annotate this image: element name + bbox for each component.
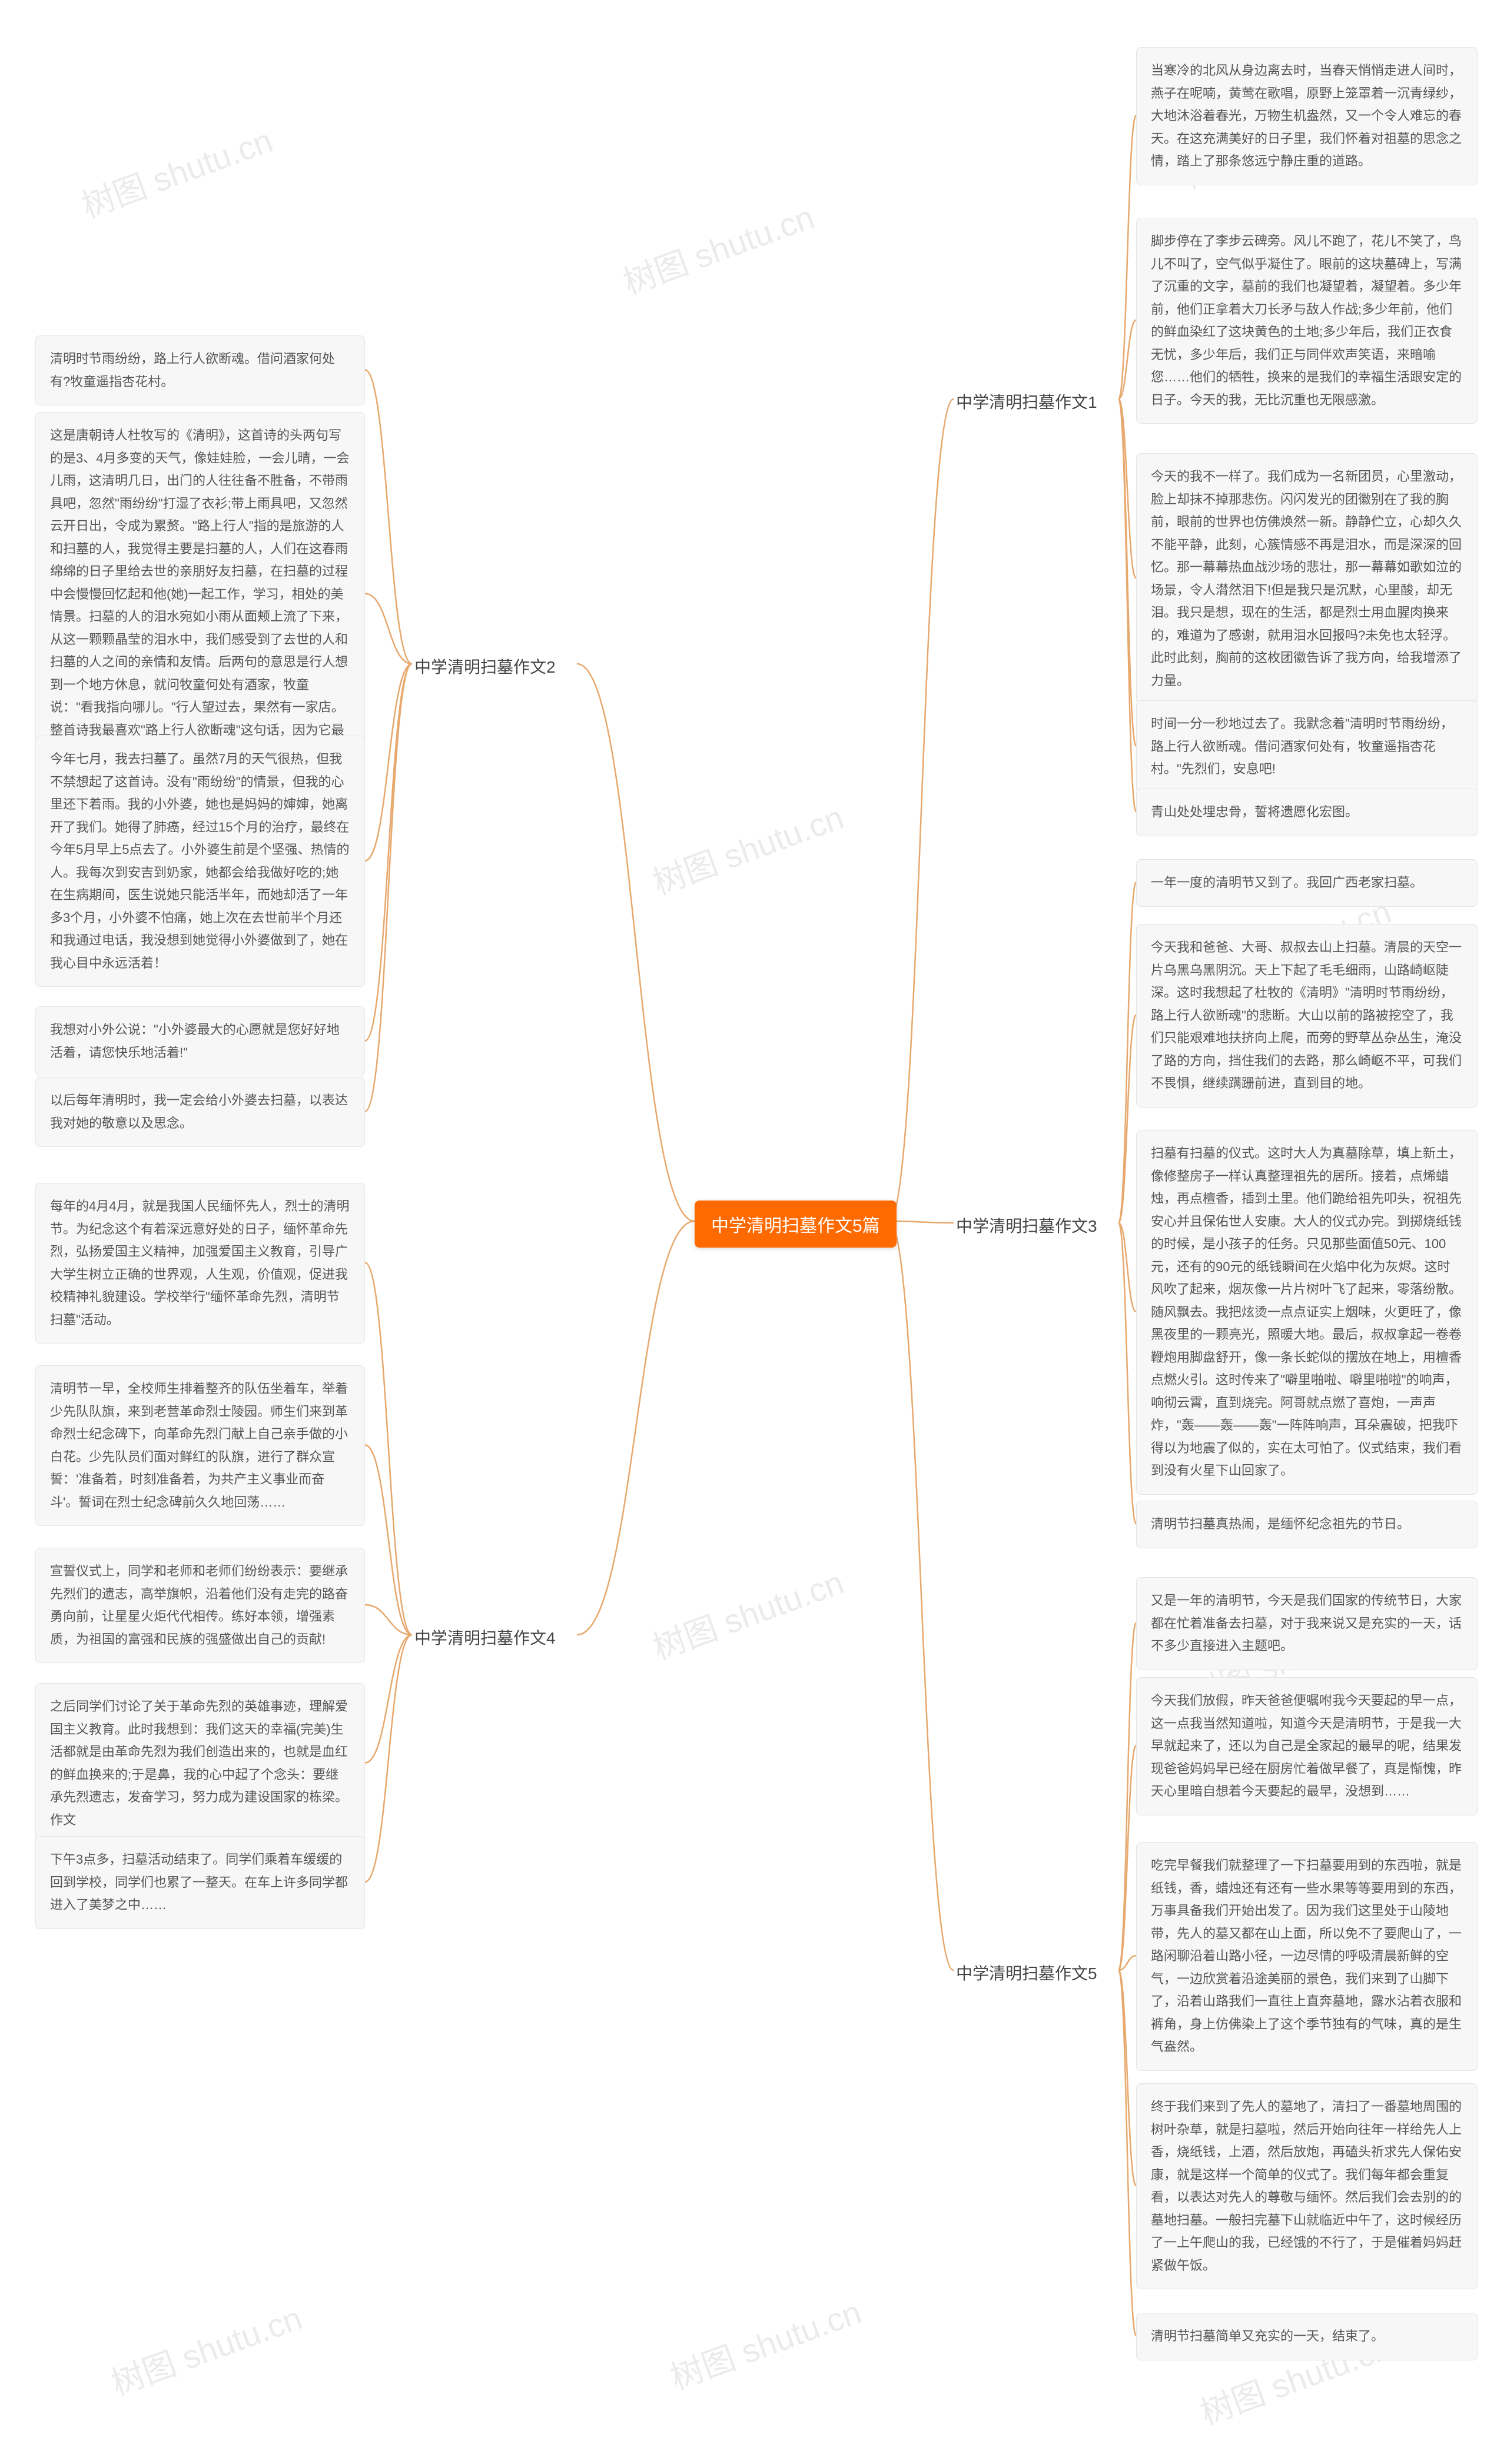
branch-label: 中学清明扫墓作文4 (412, 1624, 558, 1650)
leaf-node: 我想对小外公说："小外婆最大的心愿就是您好好地活着，请您快乐地活着!" (35, 1006, 365, 1076)
leaf-node: 脚步停在了李步云碑旁。风儿不跑了，花儿不笑了，鸟儿不叫了，空气似乎凝住了。眼前的… (1136, 218, 1478, 424)
leaf-node: 下午3点多，扫墓活动结束了。同学们乘着车缓缓的回到学校，同学们也累了一整天。在车… (35, 1836, 365, 1929)
branch-label: 中学清明扫墓作文3 (954, 1212, 1100, 1238)
leaf-node: 终于我们来到了先人的墓地了，清扫了一番墓地周围的树叶杂草，就是扫墓啦，然后开始向… (1136, 2083, 1478, 2289)
leaf-node: 时间一分一秒地过去了。我默念着"清明时节雨纷纷，路上行人欲断魂。借问酒家何处有，… (1136, 700, 1478, 793)
watermark: 树图 shutu.cn (104, 2292, 308, 2405)
leaf-node: 每年的4月4月，就是我国人民缅怀先人，烈士的清明节。为纪念这个有着深远意好处的日… (35, 1183, 365, 1344)
watermark: 树图 shutu.cn (663, 2286, 867, 2399)
leaf-node: 吃完早餐我们就整理了一下扫墓要用到的东西啦，就是纸钱，香，蜡烛还有还有一些水果等… (1136, 1842, 1478, 2071)
branch-label: 中学清明扫墓作文5 (954, 1960, 1100, 1986)
branch-label: 中学清明扫墓作文1 (954, 388, 1100, 414)
leaf-node: 又是一年的清明节，今天是我们国家的传统节日，大家都在忙着准备去扫墓，对于我来说又… (1136, 1577, 1478, 1670)
leaf-node: 当寒冷的北风从身边离去时，当春天悄悄走进人间时，燕子在呢喃，黄莺在歌唱，原野上笼… (1136, 47, 1478, 185)
watermark: 树图 shutu.cn (645, 1556, 849, 1669)
leaf-node: 一年一度的清明节又到了。我回广西老家扫墓。 (1136, 859, 1478, 907)
leaf-node: 清明节一早，全校师生排着整齐的队伍坐着车，举着少先队队旗，来到老营革命烈士陵园。… (35, 1365, 365, 1526)
leaf-node: 今年七月，我去扫墓了。虽然7月的天气很热，但我不禁想起了这首诗。没有"雨纷纷"的… (35, 736, 365, 987)
leaf-node: 宣誓仪式上，同学和老师和老师们纷纷表示：要继承先烈们的遗志，高举旗帜，沿着他们没… (35, 1548, 365, 1663)
leaf-node: 这是唐朝诗人杜牧写的《清明》，这首诗的头两句写的是3、4月多变的天气，像娃娃脸，… (35, 412, 365, 777)
watermark: 树图 shutu.cn (616, 191, 820, 304)
watermark: 树图 shutu.cn (74, 114, 278, 227)
branch-label: 中学清明扫墓作文2 (412, 653, 558, 679)
leaf-node: 清明节扫墓真热闹，是缅怀纪念祖先的节日。 (1136, 1501, 1478, 1548)
leaf-node: 清明时节雨纷纷，路上行人欲断魂。借问酒家何处有?牧童遥指杏花村。 (35, 335, 365, 405)
leaf-node: 今天我们放假，昨天爸爸便嘱咐我今天要起的早一点，这一点我当然知道啦，知道今天是清… (1136, 1677, 1478, 1815)
leaf-node: 今天我和爸爸、大哥、叔叔去山上扫墓。清晨的天空一片乌黑乌黑阴沉。天上下起了毛毛细… (1136, 924, 1478, 1108)
leaf-node: 扫墓有扫墓的仪式。这时大人为真墓除草，填上新土，像修整房子一样认真整理祖先的居所… (1136, 1130, 1478, 1495)
leaf-node: 青山处处埋忠骨，誓将遗愿化宏图。 (1136, 789, 1478, 836)
center-node: 中学清明扫墓作文5篇 (695, 1201, 897, 1248)
leaf-node: 以后每年清明时，我一定会给小外婆去扫墓，以表达我对她的敬意以及思念。 (35, 1077, 365, 1147)
watermark: 树图 shutu.cn (645, 791, 849, 904)
leaf-node: 今天的我不一样了。我们成为一名新团员，心里激动，脸上却抹不掉那悲伤。闪闪发光的团… (1136, 453, 1478, 704)
leaf-node: 之后同学们讨论了关于革命先烈的英雄事迹，理解爱国主义教育。此时我想到：我们这天的… (35, 1683, 365, 1844)
leaf-node: 清明节扫墓简单又充实的一天，结束了。 (1136, 2313, 1478, 2360)
